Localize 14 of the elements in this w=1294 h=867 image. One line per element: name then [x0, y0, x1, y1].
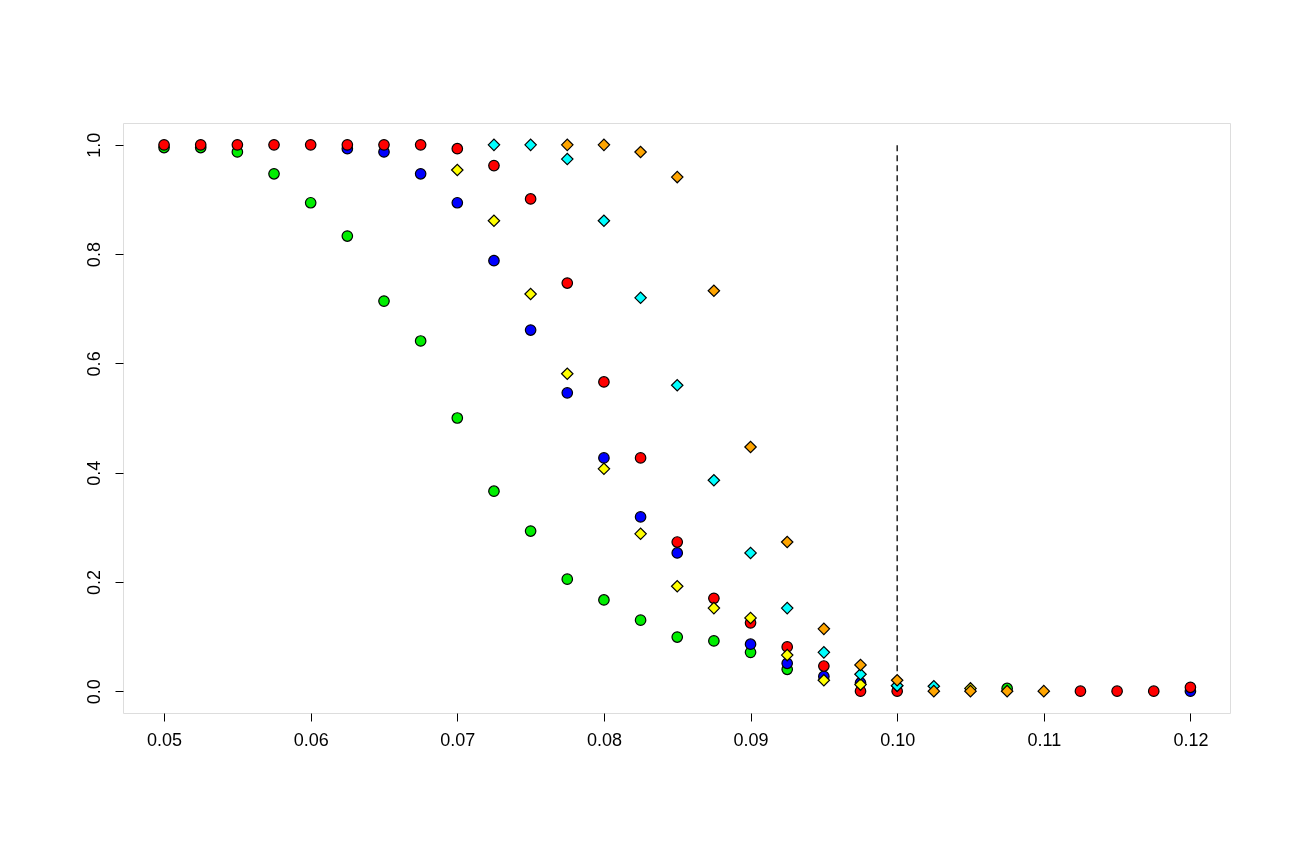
x-tick-label: 0.08 — [586, 729, 622, 750]
x-tick-label: 0.12 — [1173, 729, 1209, 750]
y-tick-label: 0.6 — [83, 351, 104, 377]
y-tick-label: 1.0 — [83, 132, 104, 158]
x-tick-label: 0.10 — [880, 729, 916, 750]
y-tick-label: 0.4 — [83, 460, 104, 486]
x-tick-label: 0.11 — [1027, 729, 1062, 750]
x-tick-label: 0.09 — [733, 729, 769, 750]
y-tick-label: 0.2 — [83, 569, 104, 595]
y-tick-label: 0.8 — [83, 242, 104, 268]
x-tick-label: 0.07 — [440, 729, 476, 750]
y-tick-label: 0.0 — [83, 679, 104, 705]
x-tick-label: 0.06 — [293, 729, 329, 750]
x-tick-label: 0.05 — [147, 729, 183, 750]
